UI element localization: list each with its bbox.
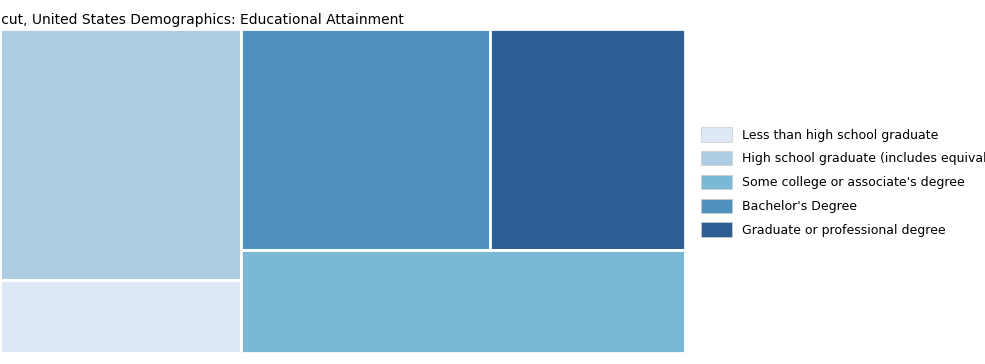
Bar [491, 29, 685, 250]
Bar [241, 29, 491, 250]
Legend: Less than high school graduate, High school graduate (includes equivalency), Som: Less than high school graduate, High sch… [701, 127, 985, 237]
Bar [0, 29, 241, 280]
Bar [0, 280, 241, 353]
Bar [241, 250, 685, 353]
Text: Connecticut, United States Demographics: Educational Attainment: Connecticut, United States Demographics:… [0, 13, 404, 27]
